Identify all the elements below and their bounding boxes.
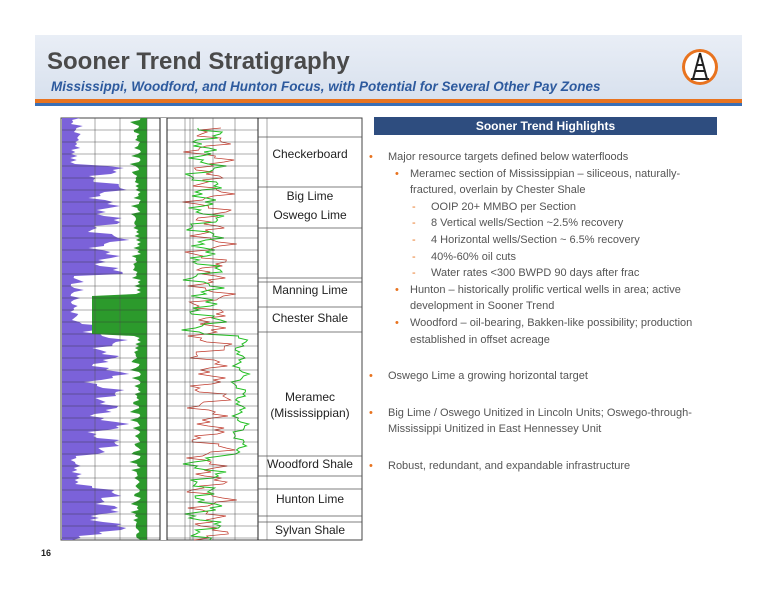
bullet-text: Woodford – oil-bearing, Bakken-like poss… xyxy=(410,316,693,346)
page-number: 16 xyxy=(41,548,52,558)
subtitle: Mississippi, Woodford, and Hunton Focus,… xyxy=(51,79,601,94)
bullet: Meramec section of Mississippian – silic… xyxy=(388,166,713,282)
formation-label: Chester Shale xyxy=(272,311,348,325)
logo xyxy=(682,49,718,85)
bullet-list: Major resource targets defined below wat… xyxy=(363,149,713,475)
track-gap xyxy=(160,118,167,540)
highlights-list: Major resource targets defined below wat… xyxy=(363,149,713,475)
formation-label: Big Lime xyxy=(287,189,334,203)
title: Sooner Trend Stratigraphy xyxy=(47,48,350,75)
highlights-title: Sooner Trend Highlights xyxy=(374,117,717,135)
accent-bar xyxy=(35,99,742,103)
formation-label: Manning Lime xyxy=(272,283,348,297)
formation-label: Hunton Lime xyxy=(276,492,344,506)
formation-label: Meramec xyxy=(285,390,335,404)
bullet: Oswego Lime a growing horizontal target xyxy=(363,368,713,385)
log-fill xyxy=(92,118,147,540)
formation-label: Sylvan Shale xyxy=(275,523,345,537)
bullet-list: Meramec section of Mississippian – silic… xyxy=(388,166,713,349)
formation-label: Woodford Shale xyxy=(267,457,353,471)
bullet: 4 Horizontal wells/Section ~ 6.5% recove… xyxy=(410,232,713,249)
bullet: Robust, redundant, and expandable infras… xyxy=(363,458,713,475)
bullet: Major resource targets defined below wat… xyxy=(363,149,713,348)
formation-label: Checkerboard xyxy=(272,147,347,161)
header: Sooner Trend Stratigraphy Mississippi, W… xyxy=(35,35,742,99)
formation-label: Oswego Lime xyxy=(273,208,347,222)
bullet-text: Hunton – historically prolific vertical … xyxy=(410,283,681,313)
slide: Sooner Trend Stratigraphy Mississippi, W… xyxy=(35,35,742,565)
bullet: Woodford – oil-bearing, Bakken-like poss… xyxy=(388,315,713,348)
bullet-text: 8 Vertical wells/Section ~2.5% recovery xyxy=(431,217,624,230)
bullet: OOIP 20+ MMBO per Section xyxy=(410,199,713,216)
bullet-text: Oswego Lime a growing horizontal target xyxy=(388,370,588,383)
well-log: Checkerboard Big Lime Oswego Lime Manning L… xyxy=(60,117,363,541)
bullet: Big Lime / Oswego Unitized in Lincoln Un… xyxy=(363,405,713,438)
bullet-text: Robust, redundant, and expandable infras… xyxy=(388,459,631,472)
bullet-list: OOIP 20+ MMBO per Section 8 Vertical well… xyxy=(410,199,713,282)
bullet: 40%-60% oil cuts xyxy=(410,249,713,266)
accent-bar xyxy=(35,103,742,106)
bullet-text: Major resource targets defined below wat… xyxy=(388,151,629,163)
formation-label: (Mississippian) xyxy=(270,406,349,420)
bullet-text: Big Lime / Oswego Unitized in Lincoln Un… xyxy=(388,406,692,436)
bullet-text: Meramec section of Mississippian – silic… xyxy=(410,167,681,197)
bullet: 8 Vertical wells/Section ~2.5% recovery xyxy=(410,215,713,232)
bullet-text: 4 Horizontal wells/Section ~ 6.5% recove… xyxy=(431,233,640,246)
bullet: Water rates <300 BWPD 90 days after frac xyxy=(410,265,713,282)
bullet-text: Water rates <300 BWPD 90 days after frac xyxy=(431,267,640,280)
bullet: Hunton – historically prolific vertical … xyxy=(388,282,713,315)
bullet-text: 40%-60% oil cuts xyxy=(431,250,516,263)
bullet-text: OOIP 20+ MMBO per Section xyxy=(431,200,576,213)
